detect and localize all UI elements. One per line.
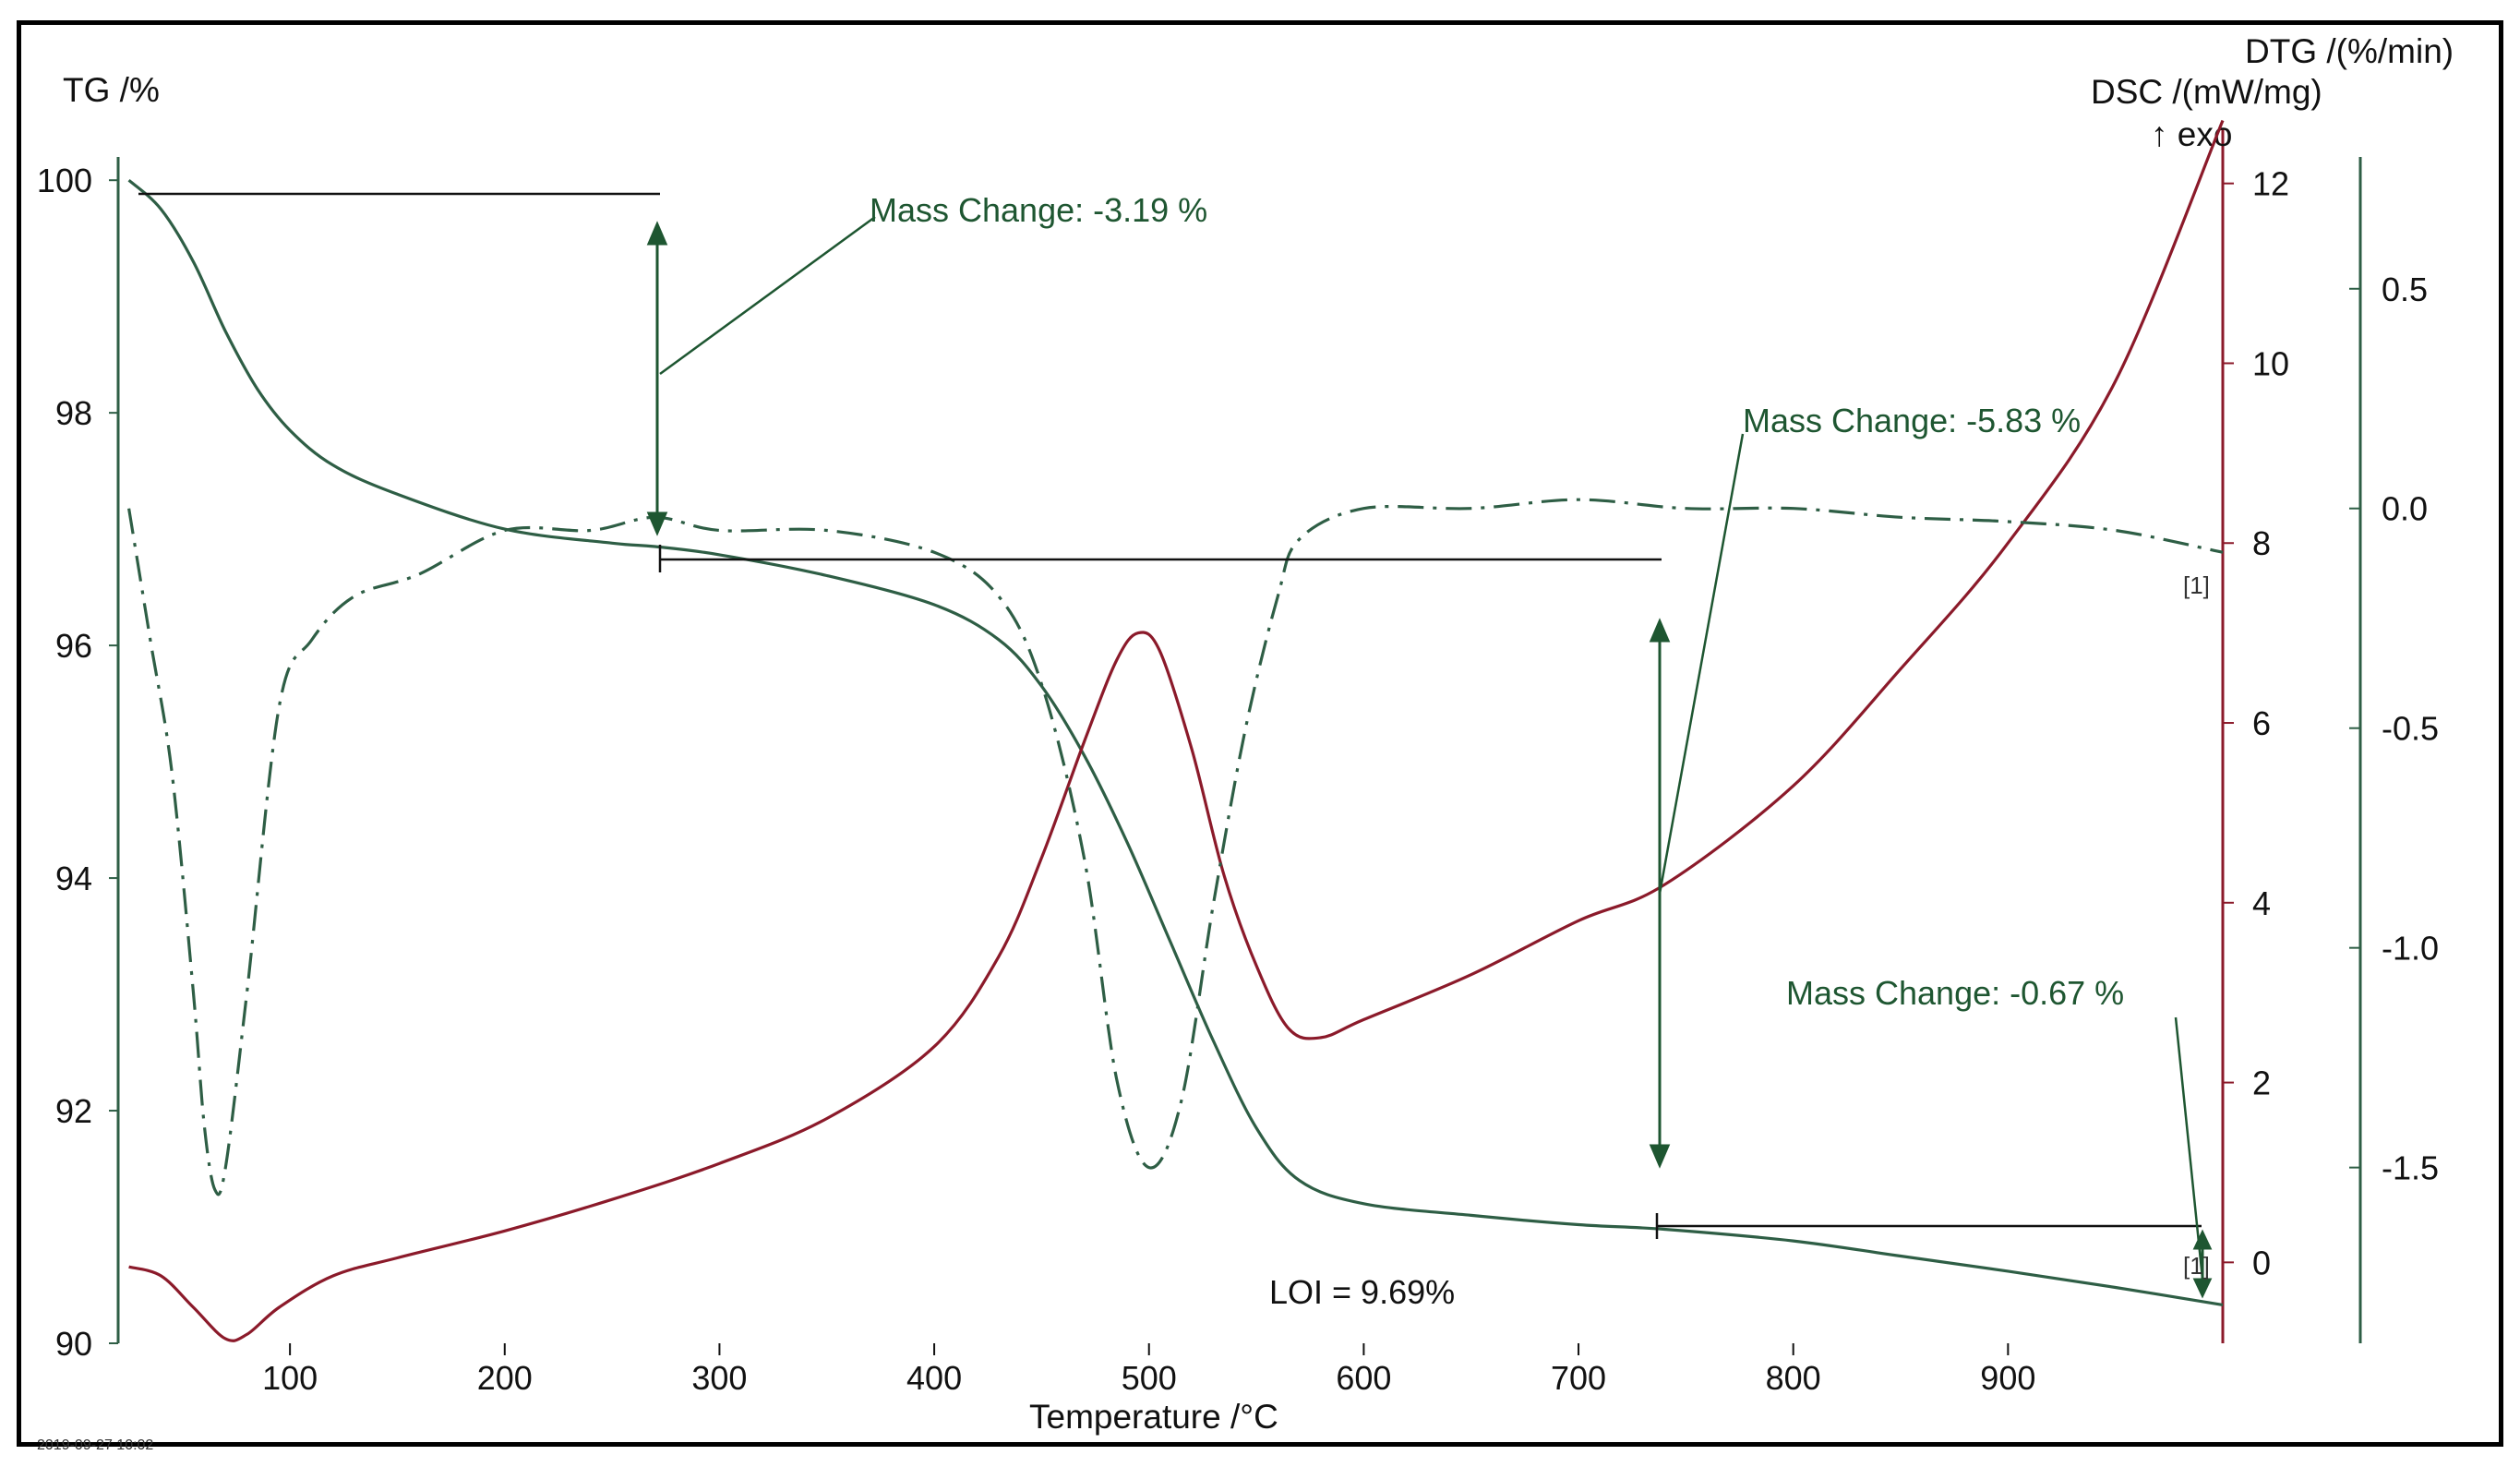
dsc-tick-label: 6 [2252, 704, 2271, 742]
x-tick-label: 300 [691, 1359, 747, 1397]
tg-tick-label: 94 [55, 860, 92, 897]
mass-change-arrows [646, 221, 2213, 1299]
x-tick-label: 400 [906, 1359, 962, 1397]
arrow-step2-head-down [1649, 1144, 1671, 1169]
dtg-tick-label: -1.5 [2382, 1149, 2439, 1187]
tick-group: 100 200 300 400 500 600 700 800 9009092949698100… [37, 162, 2439, 1397]
x-tick-label: 200 [477, 1359, 533, 1397]
dtg-tick-label: 0.5 [2382, 271, 2428, 308]
curve-group [127, 119, 2225, 1342]
dtg-tick-label: -1.0 [2382, 930, 2439, 968]
curve-tag-tg: [1] [2183, 1252, 2210, 1280]
x-tick-label: 900 [1980, 1359, 2035, 1397]
tg-tick-label: 90 [55, 1325, 92, 1363]
leader-step3 [2174, 1016, 2204, 1280]
dsc-tick-label: 2 [2252, 1064, 2271, 1102]
timestamp: 2019-09-27 10:02 [37, 1437, 153, 1453]
arrow-step3-head-down [2192, 1278, 2213, 1299]
x-tick-label: 700 [1551, 1359, 1606, 1397]
arrow-step2-head-up [1649, 618, 1671, 643]
mass-change-guides [138, 192, 2202, 1239]
tg-axis-title: TG /% [63, 71, 160, 109]
dtg-tick-label: 0.0 [2382, 490, 2428, 528]
x-tick-label: 500 [1122, 1359, 1177, 1397]
mass-change-label-2: Mass Change: -5.83 % [1743, 402, 2081, 439]
mass-change-label-3: Mass Change: -0.67 % [1786, 974, 2124, 1012]
annotation-leaders [659, 215, 2204, 1280]
dsc-tick-label: 12 [2252, 165, 2289, 203]
x-axis-title: Temperature /°C [1029, 1398, 1278, 1436]
x-tick-label: 600 [1336, 1359, 1391, 1397]
dtg-tick-label: -0.5 [2382, 710, 2439, 748]
arrow-step1-head-up [646, 221, 668, 246]
tg-tick-label: 98 [55, 394, 92, 432]
loi-label: LOI = 9.69% [1269, 1273, 1455, 1311]
x-tick-label: 800 [1766, 1359, 1821, 1397]
exo-marker: ↑ exo [2151, 115, 2232, 153]
leader-step2 [1658, 433, 1745, 895]
dsc-tick-label: 8 [2252, 524, 2271, 562]
dtg-axis-title: DTG /(%/min) [2245, 32, 2454, 70]
mass-change-label-1: Mass Change: -3.19 % [870, 191, 1207, 229]
tg-tick-label: 96 [55, 627, 92, 665]
chart-frame [17, 20, 2503, 1447]
curve-tag-dtg: [1] [2183, 571, 2210, 599]
tg-tick-label: 100 [37, 162, 92, 199]
leader-step1 [659, 215, 876, 376]
dsc-curve [128, 119, 2225, 1342]
dsc-axis-title: DSC /(mW/mg) [2091, 73, 2322, 111]
arrow-step1-head-down [646, 511, 668, 536]
dtg-curve [127, 498, 2224, 1196]
tg-curve [127, 178, 2224, 1306]
dsc-tick-label: 4 [2252, 884, 2271, 922]
dsc-tick-label: 10 [2252, 344, 2289, 382]
x-tick-label: 100 [262, 1359, 318, 1397]
tg-tick-label: 92 [55, 1092, 92, 1130]
dsc-tick-label: 0 [2252, 1244, 2271, 1281]
